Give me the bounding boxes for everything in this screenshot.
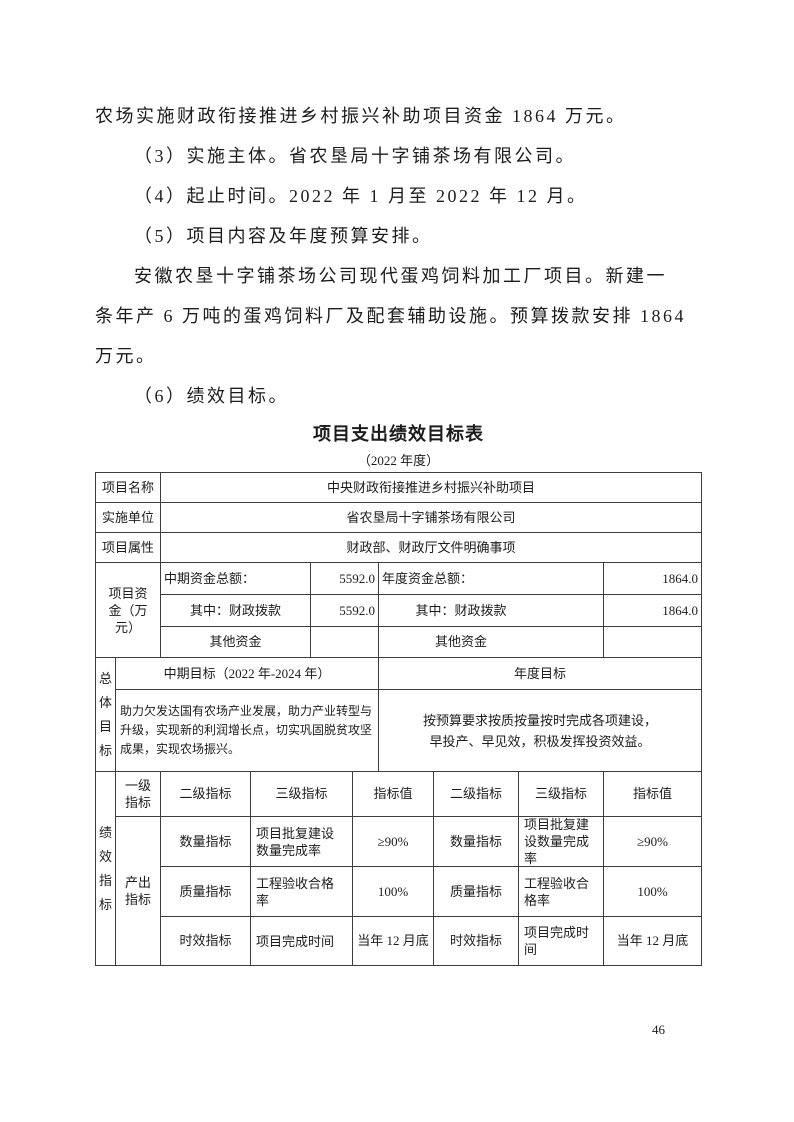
value-mid-header: 指标值	[353, 772, 434, 817]
annual-total-value: 1864.0	[604, 563, 701, 595]
indicator-body: 产出指标 数量指标 项目批复建设 数量完成率 ≥90% 数量指标 项目批复建 设…	[116, 817, 701, 965]
overall-goal-section: 总体目标 中期目标（2022 年-2024 年） 年度目标 助力欠发达国有农场产…	[96, 658, 701, 772]
midterm-other-value	[311, 627, 379, 658]
table-row: 项目名称 中央财政衔接推进乡村振兴补助项目	[96, 473, 701, 503]
midterm-fiscal-label: 其中：财政拨款	[161, 595, 311, 627]
funding-row-fiscal: 其中：财政拨款 5592.0 其中：财政拨款 1864.0	[161, 595, 701, 627]
goal-header-row: 中期目标（2022 年-2024 年） 年度目标	[116, 658, 701, 690]
quantity-annual-level3: 项目批复建 设数量完成 率	[519, 817, 604, 867]
performance-label: 绩效指标	[96, 772, 116, 965]
paragraph-line: （3）实施主体。省农垦局十字铺茶场有限公司。	[134, 146, 576, 166]
quantity-mid-level2: 数量指标	[161, 817, 251, 867]
table-subtitle: （2022 年度）	[357, 453, 440, 468]
project-name-label: 项目名称	[96, 473, 161, 503]
annual-total-label: 年度资金总额：	[379, 563, 604, 595]
midterm-total-label: 中期资金总额：	[161, 563, 311, 595]
annual-goal-header: 年度目标	[379, 658, 701, 690]
table-row: 项目属性 财政部、财政厅文件明确事项	[96, 533, 701, 563]
funding-label: 项目资金（万元）	[96, 563, 161, 658]
indicator-header-row: 一级指标 二级指标 三级指标 指标值 二级指标 三级指标 指标值	[116, 772, 701, 817]
indicator-rows: 数量指标 项目批复建设 数量完成率 ≥90% 数量指标 项目批复建 设数量完成 …	[161, 817, 701, 965]
performance-grid: 一级指标 二级指标 三级指标 指标值 二级指标 三级指标 指标值 产出指标 数量…	[116, 772, 701, 965]
body-paragraphs: 农场实施财政衔接推进乡村振兴补助项目资金 1864 万元。 （3）实施主体。省农…	[95, 96, 720, 416]
annual-other-label: 其他资金	[379, 627, 604, 658]
midterm-other-label: 其他资金	[161, 627, 311, 658]
project-attribute-label: 项目属性	[96, 533, 161, 563]
annual-fiscal-value: 1864.0	[604, 595, 701, 627]
annual-other-value	[604, 627, 701, 658]
value-annual-header: 指标值	[604, 772, 701, 817]
midterm-fiscal-value: 5592.0	[311, 595, 379, 627]
quality-annual-level3: 工程验收合 格率	[519, 867, 604, 917]
timeliness-annual-level3: 项目完成时 间	[519, 917, 604, 965]
level2-mid-header: 二级指标	[161, 772, 251, 817]
timeliness-mid-level3: 项目完成时间	[251, 917, 353, 965]
quality-mid-level3: 工程验收合格 率	[251, 867, 353, 917]
table-row: 实施单位 省农垦局十字铺茶场有限公司	[96, 503, 701, 533]
annual-fiscal-label: 其中：财政拨款	[379, 595, 604, 627]
overall-goal-label: 总体目标	[96, 658, 116, 772]
paragraph-line: 万元。	[95, 346, 157, 366]
paragraph-line: 安徽农垦十字铺茶场公司现代蛋鸡饲料加工厂项目。新建一	[134, 266, 667, 286]
quantity-indicator-row: 数量指标 项目批复建设 数量完成率 ≥90% 数量指标 项目批复建 设数量完成 …	[161, 817, 701, 867]
funding-section: 项目资金（万元） 中期资金总额： 5592.0 年度资金总额： 1864.0 其…	[96, 563, 701, 658]
level1-header: 一级指标	[116, 772, 161, 817]
quality-annual-level2: 质量指标	[434, 867, 519, 917]
performance-section: 绩效指标 一级指标 二级指标 三级指标 指标值 二级指标 三级指标 指标值 产出…	[96, 772, 701, 965]
level2-annual-header: 二级指标	[434, 772, 519, 817]
level3-mid-header: 三级指标	[251, 772, 353, 817]
funding-grid: 中期资金总额： 5592.0 年度资金总额： 1864.0 其中：财政拨款 55…	[161, 563, 701, 658]
level3-annual-header: 三级指标	[519, 772, 604, 817]
funding-row-other: 其他资金 其他资金	[161, 627, 701, 658]
table-title: 项目支出绩效目标表	[313, 424, 484, 444]
paragraph-line: 农场实施财政衔接推进乡村振兴补助项目资金 1864 万元。	[95, 106, 627, 126]
quantity-mid-level3: 项目批复建设 数量完成率	[251, 817, 353, 867]
timeliness-annual-level2: 时效指标	[434, 917, 519, 965]
midterm-goal-text: 助力欠发达国有农场产业发展，助力产业转型与 升级，实现新的利润增长点，切实巩固脱…	[116, 690, 379, 772]
timeliness-mid-level2: 时效指标	[161, 917, 251, 965]
overall-goal-grid: 中期目标（2022 年-2024 年） 年度目标 助力欠发达国有农场产业发展，助…	[116, 658, 701, 772]
output-indicator-label: 产出指标	[116, 817, 161, 965]
paragraph-line: （4）起止时间。2022 年 1 月至 2022 年 12 月。	[134, 186, 588, 206]
funding-row-total: 中期资金总额： 5592.0 年度资金总额： 1864.0	[161, 563, 701, 595]
page-number: 46	[652, 1022, 665, 1037]
project-name-value: 中央财政衔接推进乡村振兴补助项目	[161, 473, 701, 503]
paragraph-line: 条年产 6 万吨的蛋鸡饲料厂及配套辅助设施。预算拨款安排 1864	[95, 306, 686, 326]
quantity-annual-value: ≥90%	[604, 817, 701, 867]
implementing-unit-label: 实施单位	[96, 503, 161, 533]
quantity-annual-level2: 数量指标	[434, 817, 519, 867]
paragraph-line: （5）项目内容及年度预算安排。	[134, 226, 433, 246]
quality-annual-value: 100%	[604, 867, 701, 917]
timeliness-mid-value: 当年 12 月底	[353, 917, 434, 965]
implementing-unit-value: 省农垦局十字铺茶场有限公司	[161, 503, 701, 533]
timeliness-annual-value: 当年 12 月底	[616, 933, 689, 948]
performance-target-table: 项目名称 中央财政衔接推进乡村振兴补助项目 实施单位 省农垦局十字铺茶场有限公司…	[95, 472, 702, 966]
quality-indicator-row: 质量指标 工程验收合格 率 100% 质量指标 工程验收合 格率 100%	[161, 867, 701, 917]
timeliness-indicator-row: 时效指标 项目完成时间 当年 12 月底 时效指标 项目完成时 间 当年 12 …	[161, 917, 701, 965]
goal-text-row: 助力欠发达国有农场产业发展，助力产业转型与 升级，实现新的利润增长点，切实巩固脱…	[116, 690, 701, 772]
annual-goal-text: 按预算要求按质按量按时完成各项建设， 早投产、早见效，积极发挥投资效益。	[379, 690, 701, 772]
quality-mid-value: 100%	[353, 867, 434, 917]
midterm-total-value: 5592.0	[311, 563, 379, 595]
project-attribute-value: 财政部、财政厅文件明确事项	[161, 533, 701, 563]
midterm-goal-header: 中期目标（2022 年-2024 年）	[116, 658, 379, 690]
paragraph-line: （6）绩效目标。	[134, 386, 289, 406]
quantity-mid-value: ≥90%	[353, 817, 434, 867]
quality-mid-level2: 质量指标	[161, 867, 251, 917]
